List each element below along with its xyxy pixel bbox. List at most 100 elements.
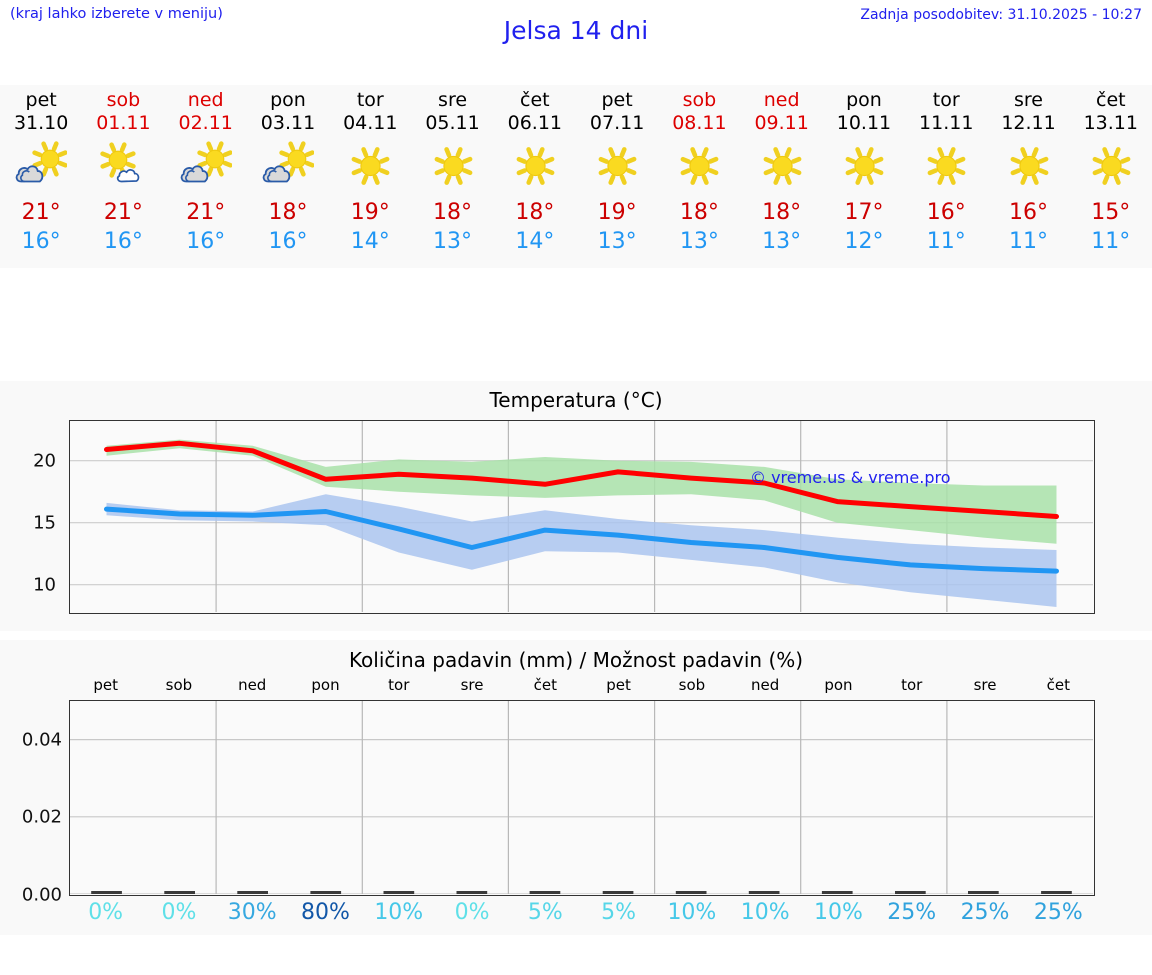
day-min-temp: 13° [433,229,473,254]
day-column-10.11[interactable]: pon 10.11 17° 12° [823,85,905,268]
day-name: čet [520,89,550,111]
day-date: 12.11 [1001,112,1056,134]
partly-cloudy-icon [15,138,68,194]
precip-probability-label: 5% [601,900,637,925]
page-title: Jelsa 14 dni [503,16,649,45]
day-max-temp: 15° [1091,200,1131,225]
day-min-temp: 13° [762,229,802,254]
day-name: pet [601,89,633,111]
precip-day-label: čet [1046,676,1070,694]
day-max-temp: 19° [350,200,390,225]
last-updated-text: Zadnja posodobitev: 31.10.2025 - 10:27 [860,7,1142,23]
precip-day-label: pon [824,676,853,694]
precip-day-label: pet [606,676,631,694]
day-min-temp: 13° [597,229,637,254]
precip-probability-label: 10% [740,900,790,925]
day-max-temp: 19° [597,200,637,225]
day-max-temp: 18° [433,200,473,225]
precip-probability-label: 25% [1033,900,1083,925]
precip-day-label: tor [388,676,410,694]
temp-y-tick-20: 20 [33,450,56,472]
day-date: 10.11 [836,112,892,134]
precip-day-label: ned [238,676,267,694]
precipitation-chart-title: Količina padavin (mm) / Možnost padavin … [348,648,804,672]
day-column-03.11[interactable]: pon 03.11 18° 16° [247,85,329,268]
day-min-temp: 12° [844,229,884,254]
day-column-12.11[interactable]: sre 12.11 16° 11° [987,85,1069,268]
day-min-temp: 11° [1091,229,1131,254]
day-name: tor [932,89,960,111]
day-column-13.11[interactable]: čet 13.11 15° 11° [1070,85,1152,268]
day-name: ned [187,89,224,111]
day-max-temp: 18° [268,200,308,225]
day-name: pet [25,89,57,111]
day-column-09.11[interactable]: ned 09.11 18° 13° [741,85,823,268]
day-min-temp: 16° [103,229,143,254]
precip-y-tick-0.00: 0.00 [21,884,62,905]
precipitation-day-labels: pet sob ned pon tor sre čet pet sob ned pon tor sre č… [69,676,1095,694]
precip-day-label: sob [678,676,706,694]
temp-y-tick-15: 15 [33,512,56,534]
sunny-icon [838,138,890,194]
sunny-icon [1085,138,1137,194]
day-date: 06.11 [507,112,563,134]
day-column-31.10[interactable]: pet 31.10 21° 16° [0,85,82,268]
day-date: 02.11 [178,112,233,134]
precip-day-label: pet [93,676,118,694]
sunny-icon [673,138,725,194]
daily-forecast-strip: pet 31.10 21° 16° sob 01.11 21° 16° ned 02.11 2… [0,85,1152,268]
precip-probability-label: 5% [527,900,563,925]
precip-probability-label: 25% [887,900,937,925]
temperature-plot-area [69,420,1095,614]
day-column-08.11[interactable]: sob 08.11 18° 13° [658,85,740,268]
day-column-02.11[interactable]: ned 02.11 21° 16° [165,85,247,268]
day-column-07.11[interactable]: pet 07.11 19° 13° [576,85,658,268]
day-column-05.11[interactable]: sre 05.11 18° 13° [411,85,493,268]
precip-y-tick-0.04: 0.04 [21,729,62,751]
day-column-06.11[interactable]: čet 06.11 18° 14° [494,85,576,268]
day-max-temp: 18° [515,200,555,225]
precip-probability-label: 0% [88,900,124,925]
sunny-icon [427,138,479,194]
day-max-temp: 16° [1009,200,1049,225]
day-max-temp: 21° [21,200,61,225]
day-name: sre [438,89,468,111]
precip-day-label: sob [165,676,193,694]
partly-cloudy-icon [180,138,232,194]
precip-probability-label: 10% [667,900,717,925]
page-header: (kraj lahko izberete v meniju) Jelsa 14 … [0,0,1152,85]
day-date: 01.11 [96,112,151,134]
precip-probability-label: 0% [161,900,197,925]
day-max-temp: 18° [679,200,719,225]
day-name: sob [682,89,717,111]
precip-day-label: čet [533,676,557,694]
precip-day-label: tor [901,676,923,694]
day-column-11.11[interactable]: tor 11.11 16° 11° [905,85,987,268]
day-name: sre [1014,89,1043,111]
copyright-annotation: © vreme.us & vreme.pro [750,468,951,487]
temperature-chart-title: Temperatura (°C) [489,388,663,412]
sunny-icon [509,138,561,194]
day-name: pon [270,89,306,111]
precipitation-plot-area [69,700,1095,896]
day-name: tor [356,89,384,111]
day-name: ned [763,89,800,111]
day-min-temp: 13° [679,229,719,254]
menu-hint-text: (kraj lahko izberete v meniju) [10,6,223,22]
temp-y-tick-10: 10 [33,574,56,596]
day-column-01.11[interactable]: sob 01.11 21° 16° [82,85,164,268]
sunny-icon [920,138,972,194]
day-min-temp: 16° [21,229,61,254]
day-min-temp: 14° [515,229,555,254]
day-date: 05.11 [425,112,480,134]
sunny-icon [1003,138,1055,194]
day-min-temp: 14° [350,229,390,254]
day-min-temp: 16° [186,229,226,254]
precip-y-tick-0.02: 0.02 [21,806,62,828]
day-column-04.11[interactable]: tor 04.11 19° 14° [329,85,411,268]
sunny-icon [591,138,643,194]
day-name: sob [106,89,141,111]
precip-day-label: sre [973,676,997,694]
partly-cloudy-icon [262,138,314,194]
